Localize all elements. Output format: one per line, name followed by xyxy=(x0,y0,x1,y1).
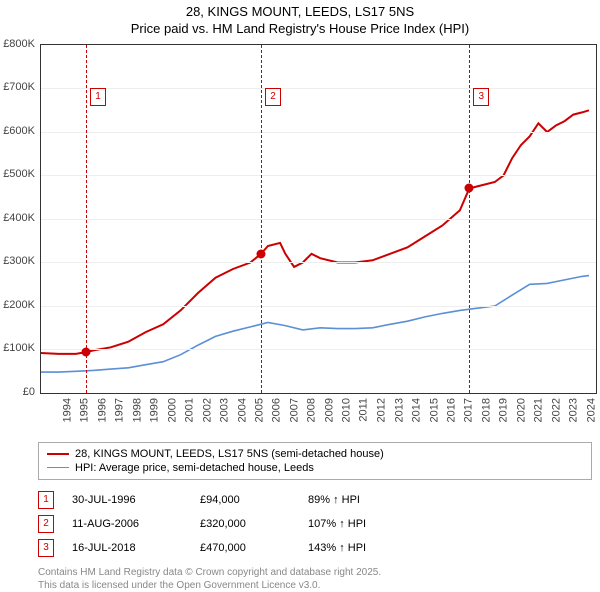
y-axis-label: £0 xyxy=(23,386,35,398)
x-axis-label: 2014 xyxy=(411,398,423,422)
x-axis-label: 2008 xyxy=(306,398,318,422)
marker-line xyxy=(469,45,470,393)
marker-dot xyxy=(465,184,474,193)
x-axis-label: 2024 xyxy=(585,398,597,422)
title-line-1: 28, KINGS MOUNT, LEEDS, LS17 5NS xyxy=(0,4,600,21)
event-date: 30-JUL-1996 xyxy=(72,494,182,506)
attribution-footer: Contains HM Land Registry data © Crown c… xyxy=(38,566,600,592)
x-axis-label: 2021 xyxy=(533,398,545,422)
legend-label: 28, KINGS MOUNT, LEEDS, LS17 5NS (semi-d… xyxy=(75,448,384,460)
footer-line-1: Contains HM Land Registry data © Crown c… xyxy=(38,566,600,579)
marker-dot xyxy=(257,249,266,258)
x-axis-label: 2009 xyxy=(323,398,335,422)
plot-area: 1 2 3 xyxy=(40,44,597,394)
legend: 28, KINGS MOUNT, LEEDS, LS17 5NS (semi-d… xyxy=(38,442,592,480)
event-badge: 2 xyxy=(38,515,54,533)
x-axis-label: 2005 xyxy=(253,398,265,422)
gridline-h xyxy=(41,219,596,220)
event-row: 2 11-AUG-2006 £320,000 107% ↑ HPI xyxy=(38,512,600,536)
marker-line xyxy=(261,45,262,393)
x-axis-label: 1994 xyxy=(61,398,73,422)
x-axis-label: 2017 xyxy=(463,398,475,422)
event-delta: 89% ↑ HPI xyxy=(308,494,360,506)
event-date: 16-JUL-2018 xyxy=(72,542,182,554)
gridline-h xyxy=(41,175,596,176)
y-axis-label: £800K xyxy=(3,38,35,50)
gridline-h xyxy=(41,306,596,307)
x-axis-label: 2003 xyxy=(219,398,231,422)
marker-badge: 3 xyxy=(473,88,489,106)
x-axis-label: 2020 xyxy=(515,398,527,422)
event-price: £320,000 xyxy=(200,518,290,530)
legend-row: 28, KINGS MOUNT, LEEDS, LS17 5NS (semi-d… xyxy=(47,447,583,461)
x-axis-label: 2022 xyxy=(550,398,562,422)
marker-badge: 1 xyxy=(90,88,106,106)
x-axis-label: 2007 xyxy=(288,398,300,422)
x-axis-label: 2002 xyxy=(201,398,213,422)
x-axis-label: 2016 xyxy=(445,398,457,422)
gridline-h xyxy=(41,132,596,133)
y-axis-label: £200K xyxy=(3,299,35,311)
x-axis-label: 2018 xyxy=(480,398,492,422)
gridline-h xyxy=(41,88,596,89)
y-axis-label: £100K xyxy=(3,342,35,354)
y-axis-label: £600K xyxy=(3,125,35,137)
x-axis-label: 2013 xyxy=(393,398,405,422)
marker-badge: 2 xyxy=(265,88,281,106)
title-line-2: Price paid vs. HM Land Registry's House … xyxy=(0,21,600,38)
event-price: £94,000 xyxy=(200,494,290,506)
event-delta: 143% ↑ HPI xyxy=(308,542,366,554)
x-axis-label: 2012 xyxy=(376,398,388,422)
x-axis-label: 2019 xyxy=(498,398,510,422)
x-axis-label: 1998 xyxy=(131,398,143,422)
x-axis-label: 1997 xyxy=(114,398,126,422)
series-line xyxy=(41,110,589,354)
x-axis-label: 2004 xyxy=(236,398,248,422)
legend-label: HPI: Average price, semi-detached house,… xyxy=(75,462,314,474)
x-axis-label: 2015 xyxy=(428,398,440,422)
chart-area: 123 £0£100K£200K£300K£400K£500K£600K£700… xyxy=(40,44,595,434)
event-delta: 107% ↑ HPI xyxy=(308,518,366,530)
marker-line xyxy=(86,45,87,393)
x-axis-label: 2011 xyxy=(357,398,369,422)
marker-dot xyxy=(82,347,91,356)
legend-row: HPI: Average price, semi-detached house,… xyxy=(47,461,583,475)
x-axis-label: 2010 xyxy=(341,398,353,422)
gridline-h xyxy=(41,349,596,350)
legend-swatch xyxy=(47,467,69,468)
y-axis-label: £700K xyxy=(3,81,35,93)
event-badge: 3 xyxy=(38,539,54,557)
gridline-h xyxy=(41,262,596,263)
y-axis-label: £300K xyxy=(3,255,35,267)
x-axis-label: 1995 xyxy=(79,398,91,422)
x-axis-label: 2000 xyxy=(166,398,178,422)
chart-container: 28, KINGS MOUNT, LEEDS, LS17 5NS Price p… xyxy=(0,0,600,590)
event-date: 11-AUG-2006 xyxy=(72,518,182,530)
x-axis-label: 1999 xyxy=(149,398,161,422)
x-axis-label: 2006 xyxy=(271,398,283,422)
legend-swatch xyxy=(47,453,69,455)
event-price: £470,000 xyxy=(200,542,290,554)
event-row: 1 30-JUL-1996 £94,000 89% ↑ HPI xyxy=(38,488,600,512)
event-badge: 1 xyxy=(38,491,54,509)
x-axis-label: 2001 xyxy=(184,398,196,422)
y-axis-label: £400K xyxy=(3,212,35,224)
chart-title: 28, KINGS MOUNT, LEEDS, LS17 5NS Price p… xyxy=(0,0,600,38)
x-axis-label: 1996 xyxy=(96,398,108,422)
x-axis-label: 2023 xyxy=(568,398,580,422)
y-axis-label: £500K xyxy=(3,168,35,180)
series-line xyxy=(41,275,589,372)
event-row: 3 16-JUL-2018 £470,000 143% ↑ HPI xyxy=(38,536,600,560)
events-table: 1 30-JUL-1996 £94,000 89% ↑ HPI 2 11-AUG-2006… xyxy=(38,488,600,560)
